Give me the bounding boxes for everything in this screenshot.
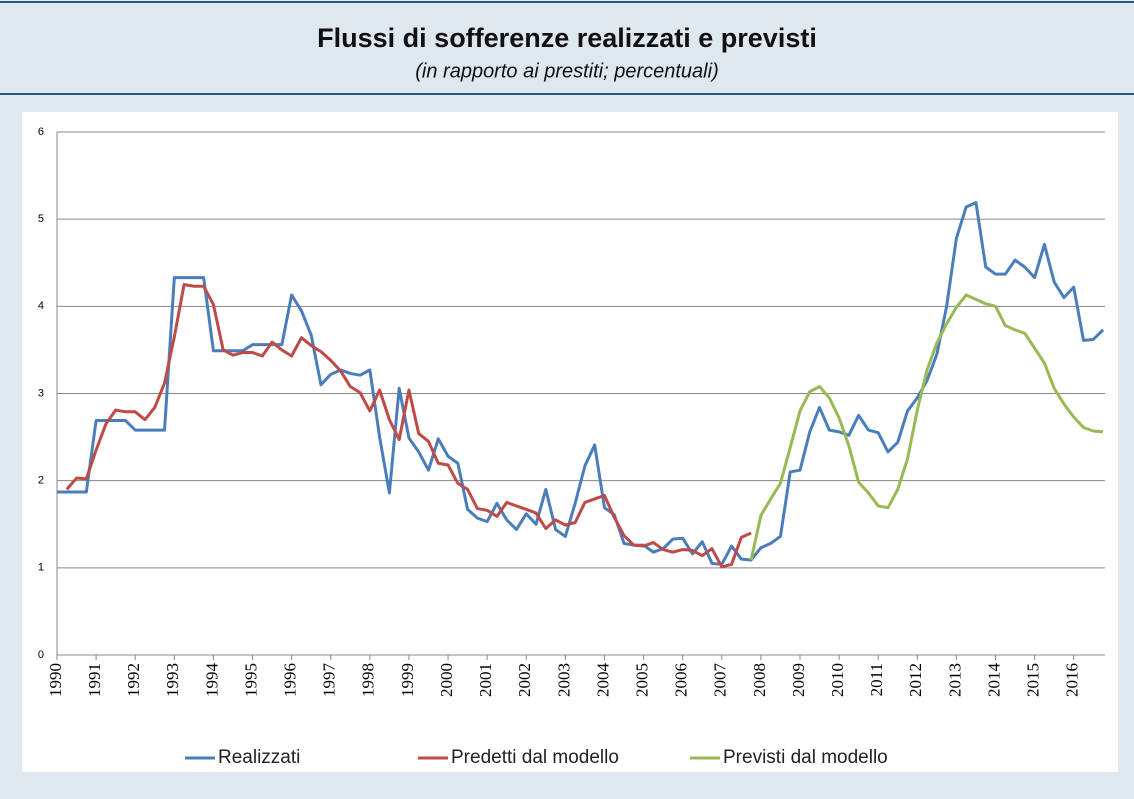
x-tick-label: 2003 — [554, 663, 573, 697]
x-tick-label: 2004 — [593, 663, 612, 698]
series-line — [749, 293, 1104, 561]
x-tick-label: 2000 — [437, 663, 456, 697]
x-tick-label: 2010 — [828, 663, 847, 697]
x-tick-label: 1994 — [202, 663, 221, 698]
x-tick-label: 2012 — [906, 663, 925, 697]
series-line — [57, 201, 1105, 566]
x-tick-label: 2011 — [867, 663, 886, 696]
y-tick-label: 4 — [38, 300, 44, 312]
x-tick-label: 2014 — [984, 663, 1003, 698]
x-tick-label: 1995 — [241, 663, 260, 697]
x-tick-label: 2007 — [711, 663, 730, 698]
legend-label: Predetti dal modello — [451, 747, 619, 768]
x-tick-label: 1997 — [320, 663, 339, 698]
y-tick-label: 6 — [38, 126, 44, 138]
x-tick-label: 2009 — [789, 663, 808, 697]
x-tick-label: 2013 — [945, 663, 964, 697]
x-tick-label: 1996 — [281, 663, 300, 697]
series-line — [65, 283, 752, 569]
x-tick-label: 2006 — [672, 663, 691, 697]
x-tick-label: 1990 — [46, 663, 65, 697]
y-tick-label: 3 — [38, 387, 44, 399]
x-tick-label: 2005 — [632, 663, 651, 697]
legend-label: Previsti dal modello — [723, 747, 888, 768]
legend-label: Realizzati — [218, 747, 300, 768]
chart-title: Flussi di sofferenze realizzati e previs… — [317, 23, 817, 53]
y-tick-label: 2 — [38, 475, 44, 487]
x-tick-label: 2016 — [1063, 663, 1082, 697]
y-tick-label: 0 — [38, 649, 44, 661]
x-tick-label: 1999 — [398, 663, 417, 697]
x-tick-label: 1992 — [124, 663, 143, 697]
y-tick-label: 1 — [38, 562, 44, 574]
x-tick-label: 2015 — [1024, 663, 1043, 697]
plot-panel — [22, 112, 1118, 772]
x-tick-label: 1993 — [163, 663, 182, 697]
x-tick-label: 2001 — [476, 663, 495, 697]
chart-subtitle: (in rapporto ai prestiti; percentuali) — [415, 60, 718, 82]
y-tick-label: 5 — [38, 213, 44, 225]
x-tick-label: 1998 — [359, 663, 378, 697]
x-tick-label: 2008 — [750, 663, 769, 697]
x-tick-label: 1991 — [85, 663, 104, 697]
x-tick-label: 2002 — [515, 663, 534, 697]
